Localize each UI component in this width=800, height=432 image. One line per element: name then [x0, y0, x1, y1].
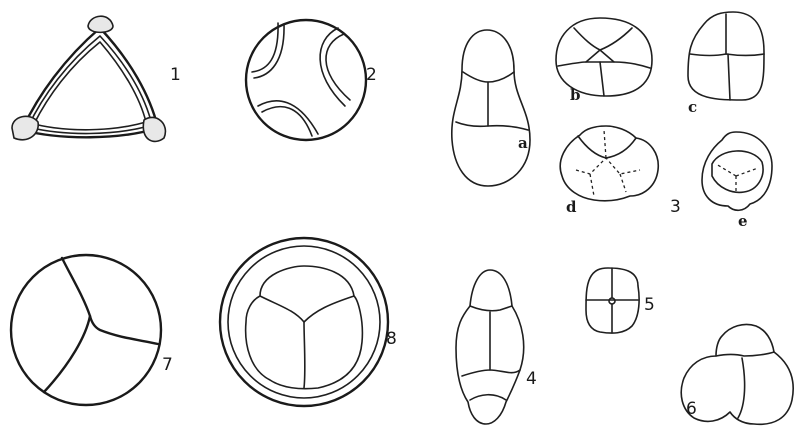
- figure-3a-label: a: [518, 134, 528, 152]
- pore-left-icon: [11, 115, 39, 141]
- figure-1-triangular-grain: 1: [11, 15, 181, 143]
- figure-3c-tetrad: c: [687, 11, 765, 116]
- figure-2-colpate-grain: 2: [244, 18, 377, 142]
- figure-6-label: 6: [686, 399, 697, 419]
- figure-2-label: 2: [366, 65, 377, 85]
- figure-4-linear-tetrad: 4: [455, 269, 537, 425]
- figure-3c-label: c: [688, 98, 697, 116]
- figure-5-label: 5: [644, 295, 655, 315]
- figure-5-square-tetrad: 5: [585, 267, 655, 334]
- figure-3a-linear-tetrad: a: [451, 29, 531, 187]
- figure-4-label: 4: [526, 369, 537, 389]
- figure-1-label: 1: [170, 65, 181, 85]
- figure-3b-label: b: [570, 86, 581, 104]
- figure-8-enclosed-tetrad: 8: [218, 236, 397, 408]
- figure-7-trilete-spore: 7: [9, 253, 173, 407]
- pore-right-icon: [142, 116, 167, 143]
- figure-3e-tetrad: e: [701, 131, 773, 230]
- figure-3-label: 3: [670, 197, 681, 217]
- figure-3d-label: d: [566, 198, 577, 216]
- pore-top-icon: [87, 15, 114, 34]
- figure-6-tetrad: 6: [680, 323, 794, 426]
- figure-7-label: 7: [162, 355, 173, 375]
- figure-3b-tetrad: b: [555, 17, 653, 104]
- figure-3d-tetrad: d: [559, 125, 660, 216]
- figure-8-label: 8: [386, 329, 397, 349]
- figure-3e-label: e: [738, 212, 748, 230]
